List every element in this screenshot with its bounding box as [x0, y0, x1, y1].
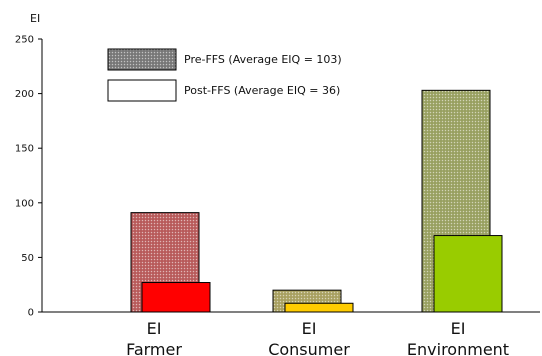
- post-ffs-bar-consumer: [284, 302, 354, 313]
- post-ffs-bar-farmer: [141, 282, 211, 313]
- y-tick-label: 0: [28, 308, 34, 319]
- y-tick-label: 100: [15, 198, 34, 209]
- category-label-line1: EI: [147, 319, 162, 338]
- category-label-line1: EI: [451, 319, 466, 338]
- bars: [130, 89, 503, 313]
- y-axis-title: EI: [30, 12, 40, 25]
- y-tick-label: 250: [15, 35, 34, 46]
- legend: Pre-FFS (Average EIQ = 103) Post-FFS (Ave…: [107, 48, 342, 102]
- y-tick-label: 150: [15, 144, 34, 155]
- category-label-line1: EI: [302, 319, 317, 338]
- category-label-line2: Consumer: [268, 340, 350, 356]
- legend-swatch: [107, 48, 177, 71]
- category-labels: EI Farmer EI Consumer EI Environment: [126, 319, 509, 356]
- legend-swatch: [107, 79, 177, 102]
- y-tick-label: 50: [21, 253, 34, 264]
- legend-label: Post-FFS (Average EIQ = 36): [184, 84, 340, 97]
- post-ffs-bar-environment: [433, 235, 503, 313]
- category-label-line2: Environment: [407, 340, 509, 356]
- category-label-line2: Farmer: [126, 340, 182, 356]
- legend-label: Pre-FFS (Average EIQ = 103): [184, 53, 342, 66]
- y-tick-label: 200: [15, 89, 34, 100]
